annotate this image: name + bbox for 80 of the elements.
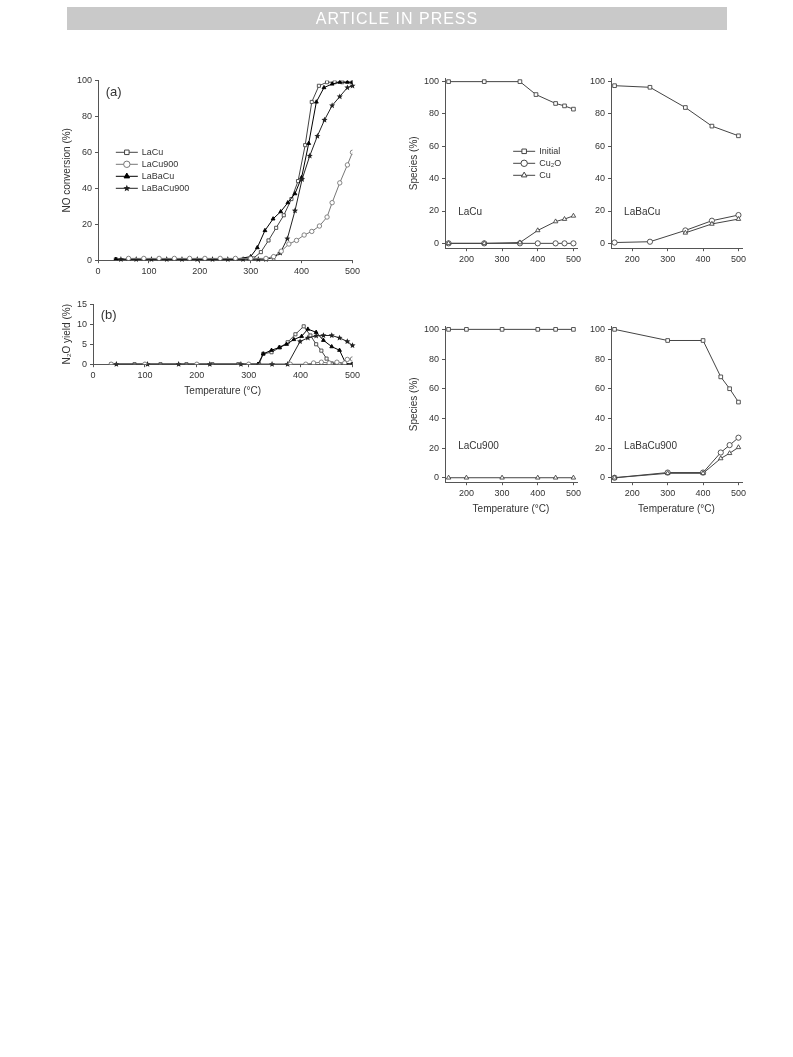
y-tick-label: 80	[429, 108, 440, 119]
x-tick-label: 500	[565, 488, 581, 499]
legend-label: Cu₂O	[539, 157, 562, 168]
y-tick-label: 100	[423, 76, 440, 87]
y-tick-label: 40	[429, 173, 440, 184]
x-axis-title: Temperature (°C)	[638, 502, 715, 514]
y-tick-label: 0	[434, 237, 440, 248]
y-tick-label: 100	[76, 74, 93, 85]
x-tick-label: 300	[494, 254, 510, 265]
x-tick-label: 300	[660, 488, 676, 499]
annotation: LaBaCu900	[624, 440, 678, 452]
legend-label: LaCu	[141, 146, 164, 157]
y-tick-label: 0	[434, 472, 440, 483]
x-tick-label: 400	[530, 254, 546, 265]
y-tick-label: 15	[77, 298, 88, 309]
x-tick-label: 100	[141, 266, 157, 277]
x-tick-label: 300	[660, 254, 676, 265]
legend-label: LaCu900	[141, 158, 179, 169]
x-tick-label: 500	[730, 254, 746, 265]
x-tick-label: 200	[458, 488, 474, 499]
y-tick-label: 80	[429, 353, 440, 364]
y-tick-label: 20	[429, 442, 440, 453]
x-tick-label: 500	[344, 266, 361, 277]
y-tick-label: 80	[595, 353, 606, 364]
annotation: LaCu	[458, 206, 483, 218]
legend-label: LaBaCu	[141, 170, 175, 181]
y-tick-label: 20	[82, 218, 93, 229]
x-tick-label: 300	[243, 266, 259, 277]
y-tick-label: 20	[595, 442, 606, 453]
x-tick-label: 200	[624, 488, 640, 499]
y-tick-label: 5	[82, 338, 88, 349]
y-tick-label: 40	[595, 173, 606, 184]
y-tick-label: 60	[82, 146, 93, 157]
x-tick-label: 400	[530, 488, 546, 499]
y-tick-label: 20	[595, 205, 606, 216]
y-tick-label: 60	[429, 383, 440, 394]
y-tick-label: 60	[595, 140, 606, 151]
x-tick-label: 200	[458, 254, 474, 265]
legend-label: Cu	[539, 169, 551, 180]
x-tick-label: 400	[294, 266, 310, 277]
x-axis-title: Temperature (°C)	[472, 502, 550, 514]
y-tick-label: 80	[82, 110, 93, 121]
y-tick-label: 100	[423, 323, 440, 334]
y-tick-label: 80	[595, 108, 606, 119]
y-axis-title: Species (%)	[407, 136, 419, 191]
y-axis-title: N₂O yield (%)	[60, 304, 72, 365]
x-tick-label: 200	[189, 370, 205, 381]
y-tick-label: 20	[429, 205, 440, 216]
x-tick-label: 500	[730, 488, 746, 499]
y-tick-label: 0	[82, 358, 88, 369]
legend-label: Initial	[539, 145, 561, 156]
y-tick-label: 40	[595, 412, 606, 423]
x-axis-title: Temperature (°C)	[184, 384, 262, 396]
x-tick-label: 300	[494, 488, 510, 499]
y-tick-label: 0	[600, 472, 606, 483]
x-tick-label: 500	[565, 254, 581, 265]
y-tick-label: 100	[589, 323, 606, 334]
y-tick-label: 40	[429, 412, 440, 423]
x-tick-label: 400	[695, 254, 711, 265]
y-tick-label: 40	[82, 182, 93, 193]
annotation: LaCu900	[458, 440, 500, 452]
x-tick-label: 100	[137, 370, 153, 381]
x-tick-label: 400	[293, 370, 309, 381]
x-tick-label: 0	[95, 266, 101, 277]
x-tick-label: 400	[695, 488, 711, 499]
y-tick-label: 0	[600, 237, 606, 248]
x-tick-label: 500	[344, 370, 361, 381]
annotation: LaBaCu	[624, 206, 661, 218]
x-tick-label: 200	[624, 254, 640, 265]
y-tick-label: 10	[77, 318, 88, 329]
y-tick-label: 100	[589, 76, 606, 87]
y-axis-title: NO conversion (%)	[60, 128, 72, 213]
y-tick-label: 60	[595, 383, 606, 394]
x-tick-label: 300	[241, 370, 257, 381]
annotation: (a)	[105, 83, 122, 99]
x-tick-label: 200	[192, 266, 208, 277]
annotation: (b)	[100, 307, 117, 323]
y-axis-title: Species (%)	[407, 377, 419, 432]
legend-label: LaBaCu900	[141, 182, 190, 193]
y-tick-label: 60	[429, 140, 440, 151]
